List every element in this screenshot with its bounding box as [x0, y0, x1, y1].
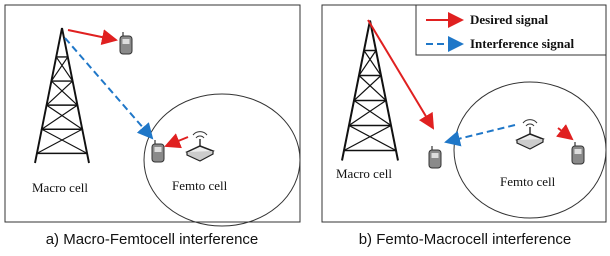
interference-arrow	[65, 38, 152, 138]
desired-arrow	[68, 30, 116, 40]
phone	[120, 32, 132, 54]
label: Femto cell	[172, 178, 228, 193]
label: Macro cell	[336, 166, 392, 181]
router	[517, 120, 543, 149]
diagram: Macro cell Femto cell a) Macro-Femtocell…	[0, 0, 610, 256]
caption: a) Macro-Femtocell interference	[46, 231, 259, 248]
label: Femto cell	[500, 174, 556, 189]
femto-circle	[144, 94, 300, 226]
phone	[572, 142, 584, 164]
tower	[342, 21, 398, 161]
legend-label: Desired signal	[470, 12, 549, 27]
tower	[35, 28, 89, 163]
label: Macro cell	[32, 180, 88, 195]
phone	[152, 140, 164, 162]
phone	[429, 146, 441, 168]
desired-arrow	[558, 128, 572, 139]
router	[187, 132, 213, 161]
legend-label: Interference signal	[470, 36, 574, 51]
caption: b) Femto-Macrocell interference	[359, 231, 572, 248]
desired-arrow	[166, 137, 188, 146]
